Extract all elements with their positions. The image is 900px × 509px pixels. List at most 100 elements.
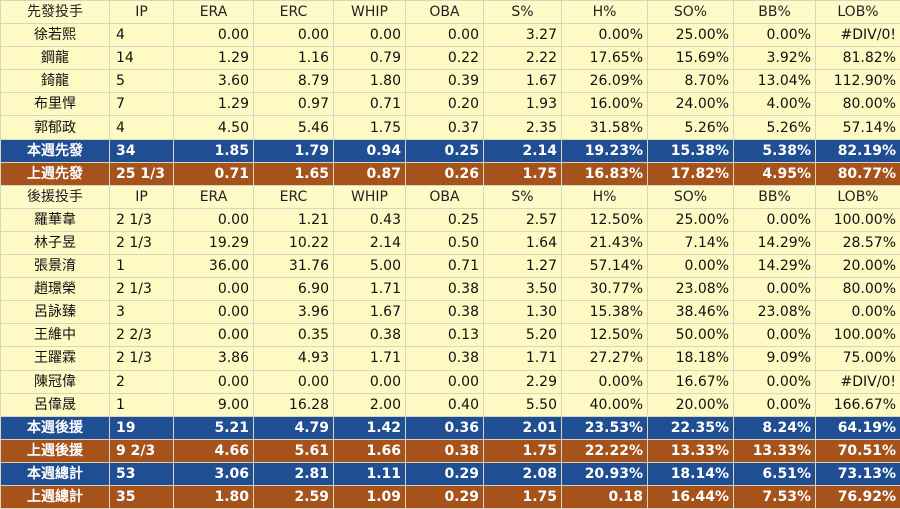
cell-whip: 0.94 [334,139,406,162]
cell-ip: 3 [110,301,174,324]
cell-h-pct: 27.27% [562,347,648,370]
cell-player: 趙璟榮 [1,278,110,301]
cell-bb-pct: 5.26% [734,116,816,139]
cell-whip: 0.43 [334,208,406,231]
cell-era: 0.00 [174,208,254,231]
cell-era: 36.00 [174,255,254,278]
header-cell-h-pct: H% [562,185,648,208]
cell-bb-pct: 7.53% [734,485,816,508]
cell-ip: 7 [110,93,174,116]
cell-h-pct: 12.50% [562,208,648,231]
cell-erc: 4.93 [254,347,334,370]
cell-s-pct: 2.22 [484,47,562,70]
cell-h-pct: 31.58% [562,116,648,139]
cell-era: 1.85 [174,139,254,162]
cell-ip: 19 [110,416,174,439]
cell-ip: 4 [110,24,174,47]
header-cell-erc: ERC [254,1,334,24]
cell-ip: 2 1/3 [110,231,174,254]
cell-oba: 0.40 [406,393,484,416]
cell-lob-pct: 75.00% [816,347,900,370]
header-cell-so-pct: SO% [648,185,734,208]
cell-lob-pct: 112.90% [816,70,900,93]
cell-oba: 0.00 [406,370,484,393]
cell-oba: 0.39 [406,70,484,93]
cell-bb-pct: 0.00% [734,370,816,393]
cell-player: 羅華韋 [1,208,110,231]
cell-so-pct: 50.00% [648,324,734,347]
cell-oba: 0.25 [406,208,484,231]
cell-era: 4.50 [174,116,254,139]
cell-erc: 0.35 [254,324,334,347]
cell-s-pct: 1.30 [484,301,562,324]
header-cell-player: 後援投手 [1,185,110,208]
header-cell-era: ERA [174,1,254,24]
cell-oba: 0.22 [406,47,484,70]
cell-era: 3.60 [174,70,254,93]
cell-s-pct: 1.71 [484,347,562,370]
header-cell-lob-pct: LOB% [816,1,900,24]
cell-whip: 1.11 [334,462,406,485]
cell-lob-pct: 57.14% [816,116,900,139]
cell-whip: 1.42 [334,416,406,439]
cell-era: 1.29 [174,47,254,70]
cell-player: 王躍霖 [1,347,110,370]
cell-whip: 1.71 [334,278,406,301]
cell-whip: 2.00 [334,393,406,416]
cell-oba: 0.36 [406,416,484,439]
cell-lob-pct: 80.00% [816,278,900,301]
cell-whip: 1.75 [334,116,406,139]
cell-bb-pct: 9.09% [734,347,816,370]
cell-s-pct: 2.08 [484,462,562,485]
cell-whip: 0.38 [334,324,406,347]
cell-s-pct: 5.20 [484,324,562,347]
cell-oba: 0.29 [406,462,484,485]
cell-ip: 35 [110,485,174,508]
cell-whip: 1.80 [334,70,406,93]
cell-ip: 2 1/3 [110,347,174,370]
cell-oba: 0.38 [406,301,484,324]
cell-erc: 10.22 [254,231,334,254]
cell-player: 呂詠臻 [1,301,110,324]
cell-so-pct: 15.38% [648,139,734,162]
cell-erc: 5.46 [254,116,334,139]
cell-era: 0.00 [174,370,254,393]
cell-so-pct: 0.00% [648,255,734,278]
cell-erc: 3.96 [254,301,334,324]
cell-player: 上週後援 [1,439,110,462]
cell-so-pct: 15.69% [648,47,734,70]
cell-erc: 1.65 [254,162,334,185]
header-cell-s-pct: S% [484,185,562,208]
cell-ip: 5 [110,70,174,93]
cell-ip: 25 1/3 [110,162,174,185]
cell-oba: 0.38 [406,347,484,370]
cell-era: 1.29 [174,93,254,116]
cell-so-pct: 5.26% [648,116,734,139]
cell-h-pct: 17.65% [562,47,648,70]
cell-oba: 0.37 [406,116,484,139]
cell-s-pct: 3.27 [484,24,562,47]
cell-h-pct: 12.50% [562,324,648,347]
cell-era: 0.00 [174,24,254,47]
cell-lob-pct: 0.00% [816,301,900,324]
cell-lob-pct: 81.82% [816,47,900,70]
cell-h-pct: 0.00% [562,24,648,47]
cell-ip: 1 [110,255,174,278]
cell-so-pct: 18.14% [648,462,734,485]
cell-player: 王維中 [1,324,110,347]
cell-player: 郭郁政 [1,116,110,139]
cell-player: 張景淯 [1,255,110,278]
cell-era: 0.00 [174,301,254,324]
cell-bb-pct: 23.08% [734,301,816,324]
cell-erc: 5.61 [254,439,334,462]
cell-so-pct: 13.33% [648,439,734,462]
cell-oba: 0.50 [406,231,484,254]
